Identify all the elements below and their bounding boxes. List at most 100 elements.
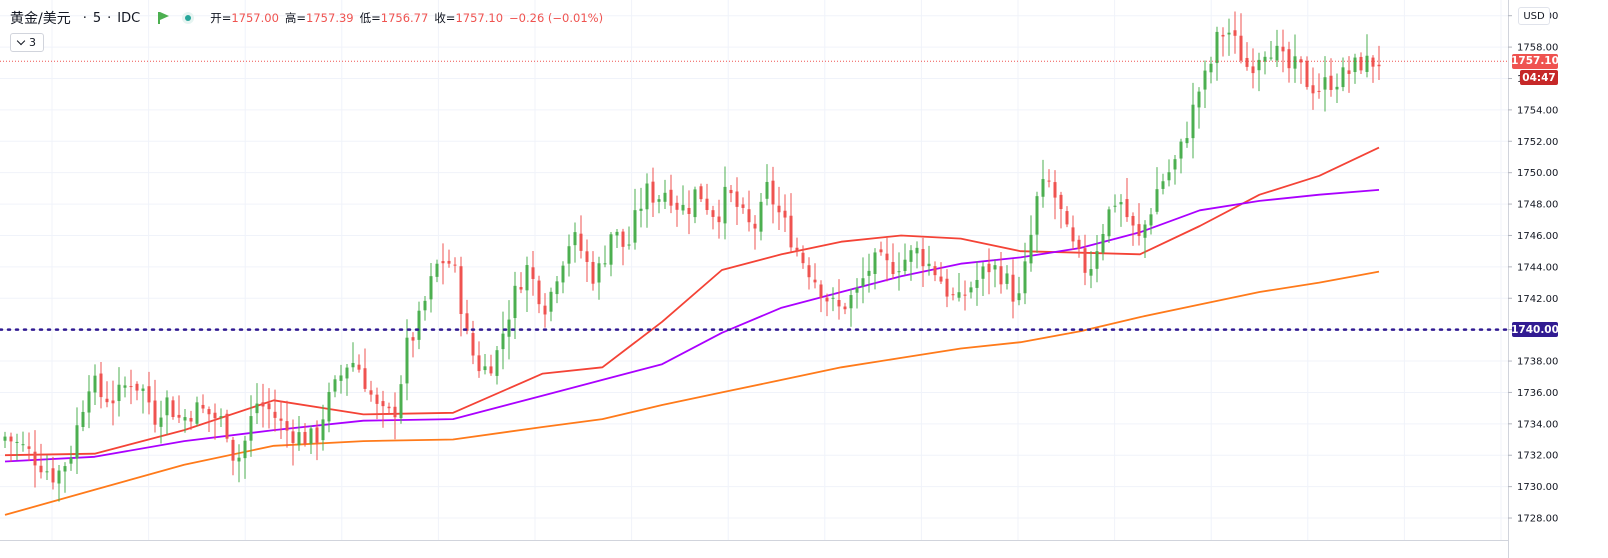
candlestick (189, 410, 193, 430)
candlestick (729, 184, 733, 203)
candle-body (597, 263, 601, 283)
candle-body (891, 262, 895, 275)
candlestick (885, 237, 889, 282)
candlestick (639, 187, 643, 228)
candlestick (795, 237, 799, 257)
candlestick (351, 342, 355, 372)
candlestick (1125, 178, 1129, 222)
candlestick (525, 256, 529, 313)
candle-body (1047, 180, 1051, 182)
candlestick (267, 388, 271, 429)
candlestick (609, 231, 613, 277)
candlestick (93, 364, 97, 405)
candlestick (345, 364, 349, 396)
candle-body (1305, 60, 1309, 87)
candle-body (309, 428, 313, 444)
candle-body (213, 412, 217, 419)
candle-body (399, 384, 403, 419)
symbol-name[interactable]: 黄金/美元 (10, 11, 71, 27)
candlesticks (3, 11, 1381, 502)
candlestick (45, 455, 49, 481)
candle-body (1377, 64, 1381, 67)
candle-body (615, 231, 619, 236)
level-line-tag[interactable]: 1740.00 (1511, 322, 1559, 338)
candle-body (999, 266, 1003, 285)
candle-body (747, 209, 751, 223)
candlestick (237, 444, 241, 483)
moving-average-line-3 (4, 270, 1380, 516)
candlestick (225, 409, 229, 443)
candlestick (927, 245, 931, 276)
market-status-icon[interactable] (182, 12, 195, 24)
candle-body (1251, 66, 1255, 74)
price-tick-label: 1750.00 (1517, 168, 1558, 179)
candlestick (1227, 18, 1231, 56)
candle-body (1365, 55, 1369, 72)
candle-body (537, 280, 541, 305)
ohlc-change: −0.26 (−0.01%) (509, 11, 604, 25)
chevron-down-icon (16, 36, 26, 46)
candlestick (315, 420, 319, 461)
candle-body (3, 436, 7, 441)
candlestick (1065, 206, 1069, 228)
candlestick (327, 382, 331, 433)
candlestick (1347, 56, 1351, 93)
candle-body (1179, 141, 1183, 159)
indicator-count: 3 (29, 36, 36, 49)
candle-body (69, 457, 73, 464)
candlestick (651, 167, 655, 218)
candle-body (933, 266, 937, 276)
candle-body (633, 210, 637, 243)
candlestick (369, 380, 373, 402)
candlestick (657, 194, 661, 214)
candle-body (153, 400, 157, 425)
candlestick (1119, 194, 1123, 227)
candlestick (135, 381, 139, 401)
candlestick (207, 406, 211, 433)
candle-body (33, 451, 37, 466)
interval-label[interactable]: 5 (92, 10, 102, 26)
candle-body (123, 385, 127, 388)
candlestick (981, 262, 985, 297)
candle-body (723, 186, 727, 224)
symbol-header: 黄金/美元 · 5 · IDC 开=1757.00 高=1757.39 低=17… (10, 7, 609, 29)
candle-body (513, 285, 517, 319)
candlestick (1209, 56, 1213, 84)
candlestick (279, 400, 283, 440)
indicators-toggle-button[interactable]: 3 (10, 33, 44, 52)
candle-body (1329, 75, 1333, 90)
candle-body (381, 401, 385, 407)
candle-body (27, 446, 31, 449)
flag-icon[interactable] (158, 12, 170, 24)
candle-body (267, 403, 271, 410)
candlestick (531, 251, 535, 296)
candle-body (1065, 211, 1069, 225)
candlestick (783, 194, 787, 233)
candle-body (171, 400, 175, 418)
candlestick (171, 396, 175, 420)
candle-body (333, 379, 337, 392)
candle-body (753, 223, 757, 229)
candle-body (1077, 239, 1081, 249)
candle-body (921, 249, 925, 267)
candlestick (1161, 173, 1165, 195)
candle-body (1041, 179, 1045, 197)
candlestick (771, 166, 775, 224)
candle-body (1149, 214, 1153, 226)
candlestick (201, 394, 205, 414)
candlestick (477, 341, 481, 378)
candlestick (165, 390, 169, 435)
candle-body (1101, 234, 1105, 253)
currency-button[interactable]: USD (1518, 7, 1550, 25)
candlestick (471, 320, 475, 365)
candlestick (1281, 29, 1285, 73)
candle-body (435, 263, 439, 277)
candle-body (21, 444, 25, 446)
candle-body (81, 411, 85, 427)
candlestick (843, 302, 847, 315)
candle-body (453, 264, 457, 266)
candlestick (681, 185, 685, 215)
candle-body (1197, 91, 1201, 108)
candle-body (807, 265, 811, 278)
